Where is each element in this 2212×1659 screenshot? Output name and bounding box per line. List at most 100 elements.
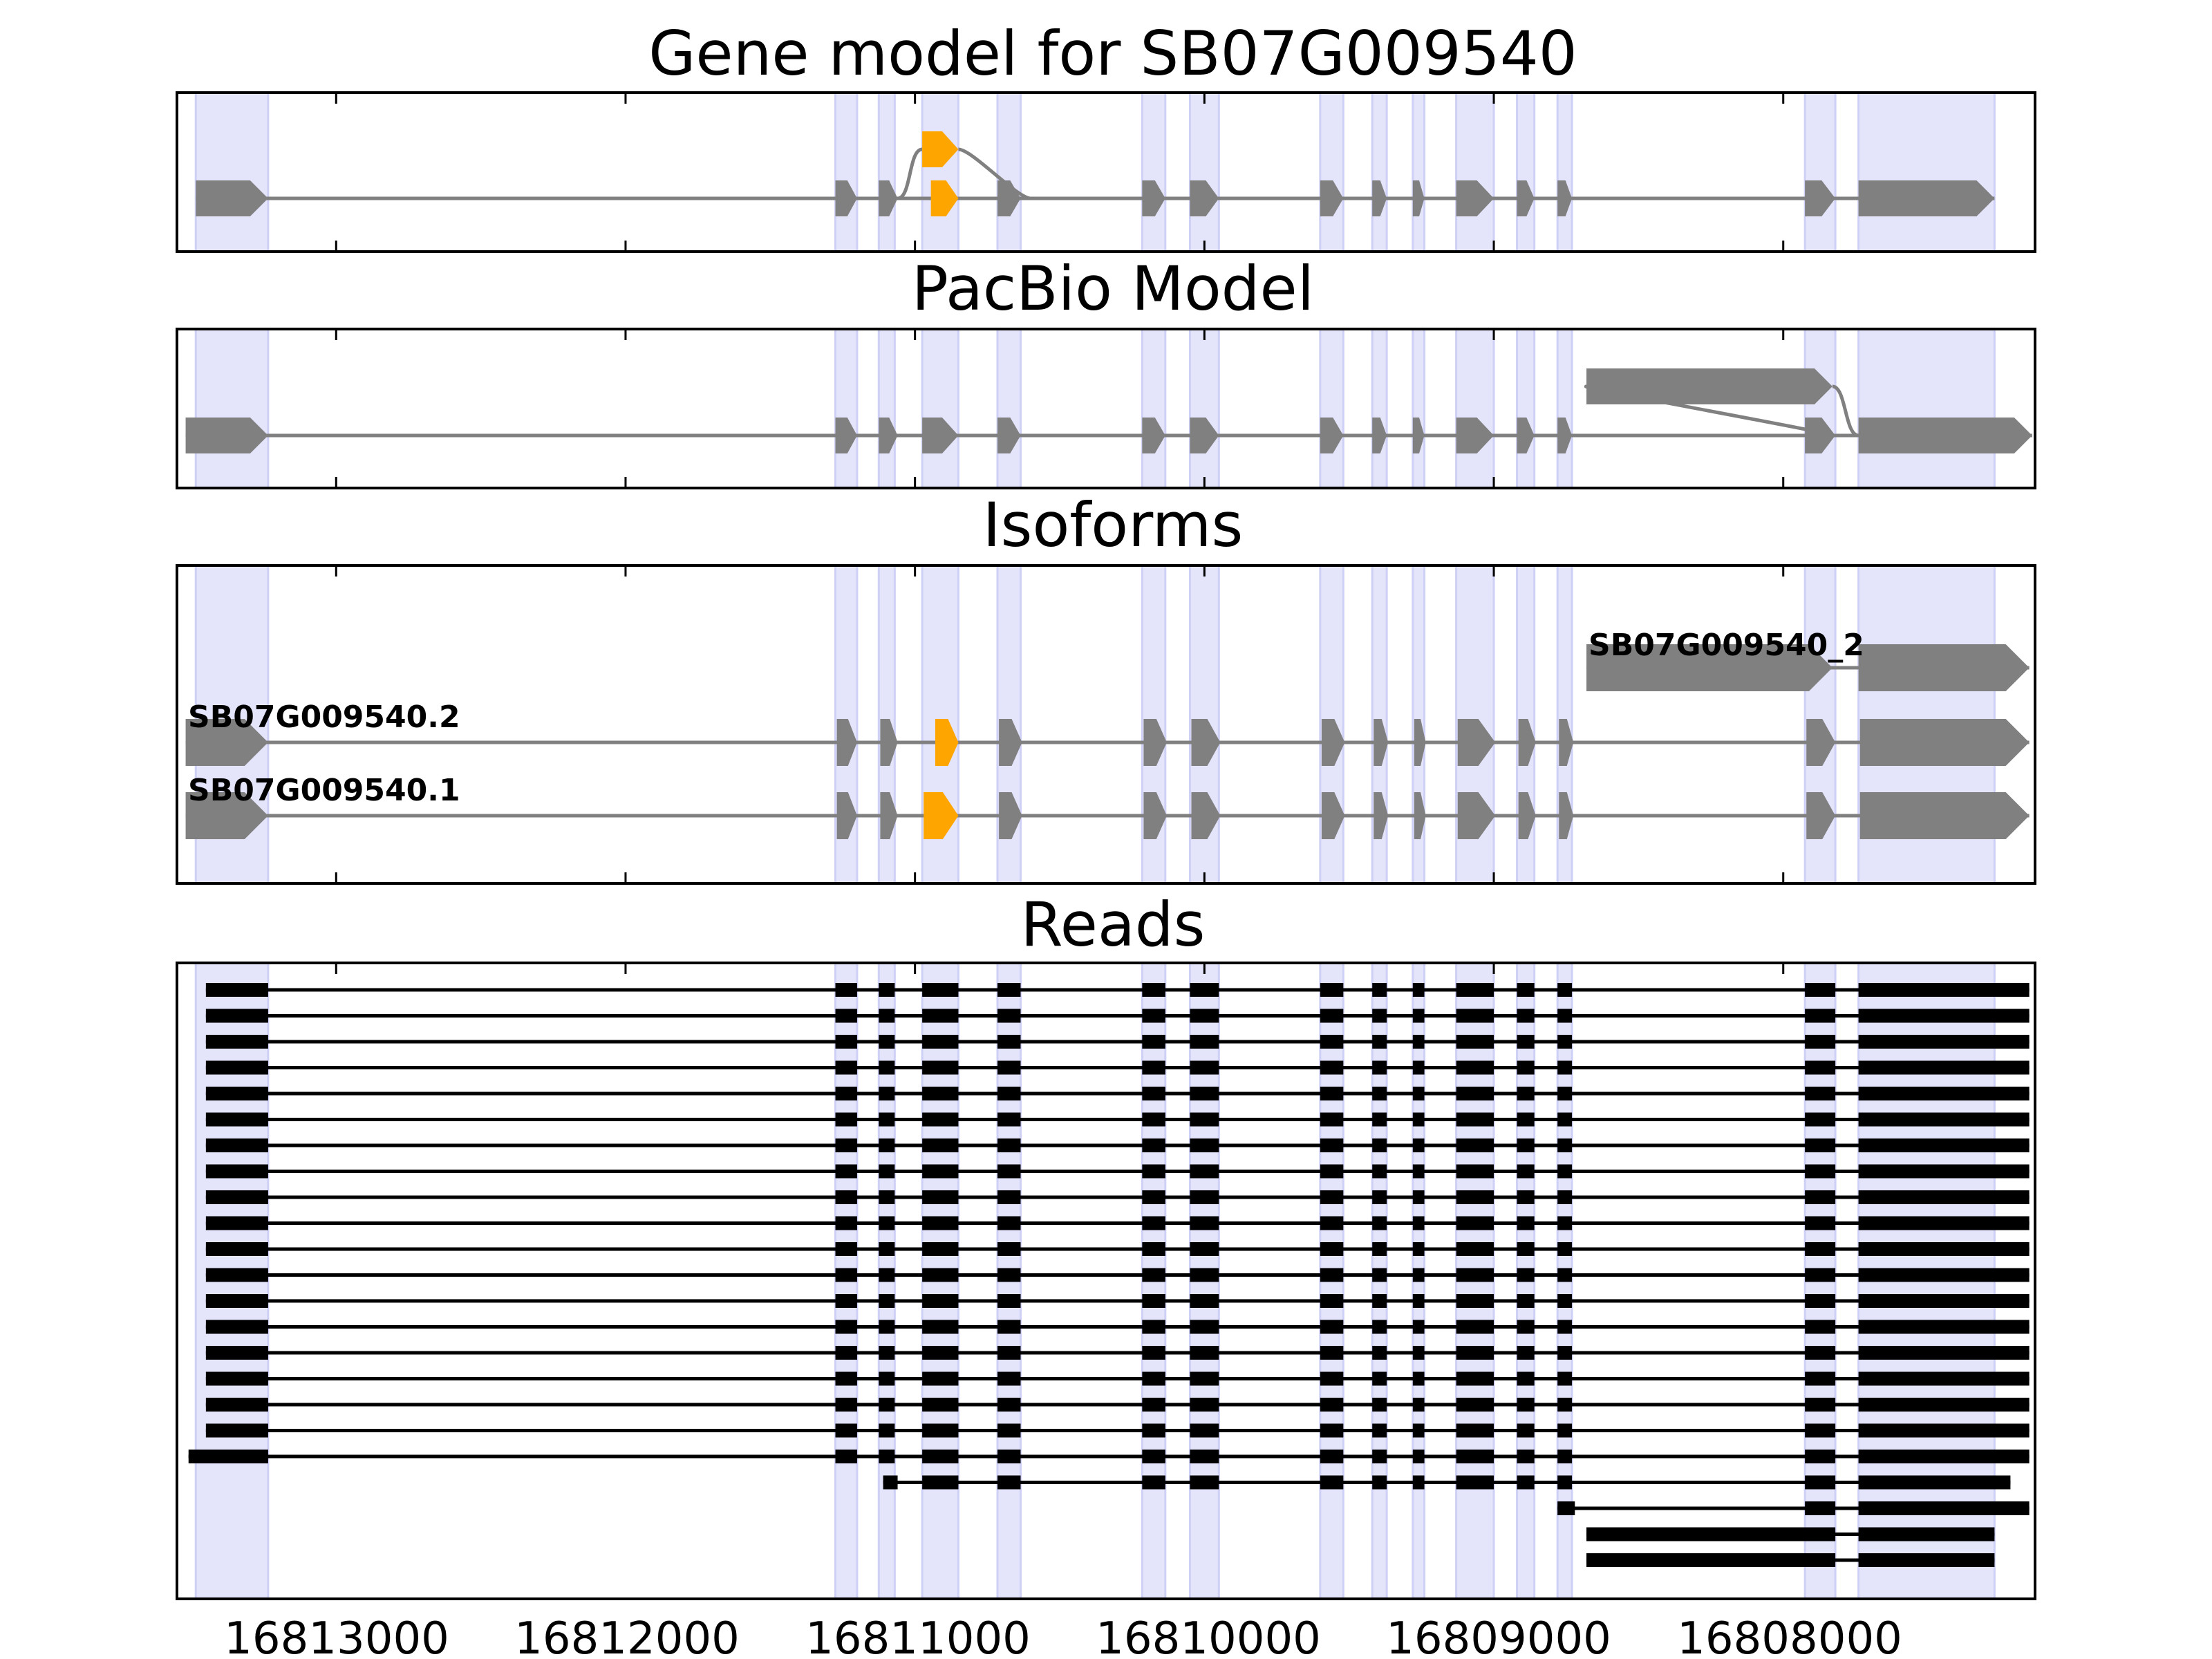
splice-link xyxy=(1832,384,1859,438)
read-exon xyxy=(1372,1475,1387,1490)
read-exon xyxy=(1517,1320,1535,1334)
read-exon xyxy=(1372,1450,1387,1463)
read-exon xyxy=(1142,1009,1165,1023)
read-exon xyxy=(1142,1035,1165,1049)
read-exon xyxy=(1858,1450,2030,1463)
isoform-labels: SB07G009540_2 SB07G009540.2 SB07G009540.… xyxy=(188,628,1864,808)
read-exon xyxy=(1517,1216,1535,1230)
read-exon xyxy=(1190,1242,1219,1256)
read-exon xyxy=(205,1216,268,1230)
exon-mark xyxy=(1457,719,1496,766)
exon-mark xyxy=(880,719,898,766)
read-exon xyxy=(1320,1450,1344,1463)
exon-highlight-column xyxy=(1556,91,1573,253)
read-exon xyxy=(1190,1216,1219,1230)
read-exon xyxy=(1456,1060,1494,1075)
x-tick-label: 16811000 xyxy=(805,1613,1031,1659)
read-exon xyxy=(205,1398,268,1412)
read-exon xyxy=(879,1190,895,1204)
read-exon xyxy=(1858,1371,2030,1386)
read-exon xyxy=(1142,1190,1165,1204)
exon-mark xyxy=(1374,792,1389,839)
exon-mark xyxy=(1456,180,1494,216)
read-exon xyxy=(1320,1294,1344,1308)
panel-title-pacbio-model: PacBio Model xyxy=(912,253,1314,324)
x-axis: 16813000 16812000 16811000 16810000 1680… xyxy=(224,1613,1902,1659)
read-exon xyxy=(997,1035,1021,1049)
read-exon xyxy=(922,1138,959,1152)
read-exon xyxy=(1142,1060,1165,1075)
read-exon xyxy=(1372,1371,1387,1386)
read-exon xyxy=(1557,1346,1573,1360)
exon-mark xyxy=(835,418,857,453)
read-exon xyxy=(1517,1060,1535,1075)
read-exon xyxy=(1557,1138,1573,1152)
exon-mark xyxy=(1518,719,1536,766)
read-exon xyxy=(1858,1294,2030,1308)
read-exon xyxy=(879,1294,895,1308)
read-exon xyxy=(1190,1060,1219,1075)
read-exon xyxy=(1517,1009,1535,1023)
exon-mark xyxy=(879,418,898,453)
read-exon xyxy=(997,1450,1021,1463)
read xyxy=(205,1216,2030,1230)
read-exon xyxy=(997,1242,1021,1256)
exon-mark xyxy=(1517,418,1535,453)
read-exon xyxy=(205,1268,268,1282)
read-exon xyxy=(1858,1398,2030,1412)
exon-mark xyxy=(835,180,857,216)
read-exon xyxy=(879,1320,895,1334)
read-exon xyxy=(1142,1216,1165,1230)
read-exon xyxy=(1372,1060,1387,1075)
read-exon xyxy=(1190,1112,1219,1127)
read-exon xyxy=(1456,1423,1494,1438)
read-exon xyxy=(1557,1423,1573,1438)
read-exon xyxy=(1142,1398,1165,1412)
exon-highlight-column xyxy=(1857,328,1996,489)
read-exon xyxy=(1320,1346,1344,1360)
read-exon xyxy=(1320,1190,1344,1204)
read-exon xyxy=(922,983,959,997)
isoform-label: SB07G009540.1 xyxy=(188,773,460,808)
read-exon xyxy=(997,1268,1021,1282)
exon-mark xyxy=(185,792,268,839)
axes-frame xyxy=(176,328,2036,489)
exon-highlight-column xyxy=(1141,328,1167,489)
read-exon xyxy=(1557,1164,1573,1179)
exon-highlight-column xyxy=(921,91,959,253)
read-exon xyxy=(1372,1216,1387,1230)
read-exon xyxy=(1190,983,1219,997)
read-exon xyxy=(1372,1242,1387,1256)
exon-highlight-column xyxy=(834,328,859,489)
read-exon xyxy=(205,1346,268,1360)
read-exon xyxy=(835,1346,857,1360)
exon-mark xyxy=(1321,792,1345,839)
exon-mark xyxy=(1559,719,1574,766)
exon-mark xyxy=(836,792,857,839)
read-exon xyxy=(1142,1087,1165,1100)
read-exon xyxy=(205,1320,268,1334)
read-exon xyxy=(1142,1346,1165,1360)
read xyxy=(205,1371,2030,1386)
exon-mark xyxy=(880,792,898,839)
exon-mark xyxy=(1806,792,1836,839)
read-exon xyxy=(1456,1087,1494,1100)
read-exon xyxy=(205,1242,268,1256)
read-exon xyxy=(1858,1501,2030,1515)
alt-exon-mark xyxy=(930,180,959,216)
exon-highlight-column xyxy=(1319,328,1344,489)
exon-mark xyxy=(1805,180,1836,216)
read-exon xyxy=(1412,1346,1425,1360)
x-tick-label: 16812000 xyxy=(514,1613,740,1659)
read-exon xyxy=(879,1268,895,1282)
exon-highlight-column xyxy=(1455,328,1495,489)
exon-highlight-column xyxy=(1455,91,1495,253)
read-exon xyxy=(1805,1268,1836,1282)
exon-mark xyxy=(1414,792,1426,839)
exon-mark xyxy=(1586,368,1833,404)
read-exon xyxy=(997,1009,1021,1023)
read-exon xyxy=(1372,1035,1387,1049)
read xyxy=(205,1138,2030,1152)
exon-highlight-column xyxy=(1556,328,1573,489)
read-exon xyxy=(879,1138,895,1152)
